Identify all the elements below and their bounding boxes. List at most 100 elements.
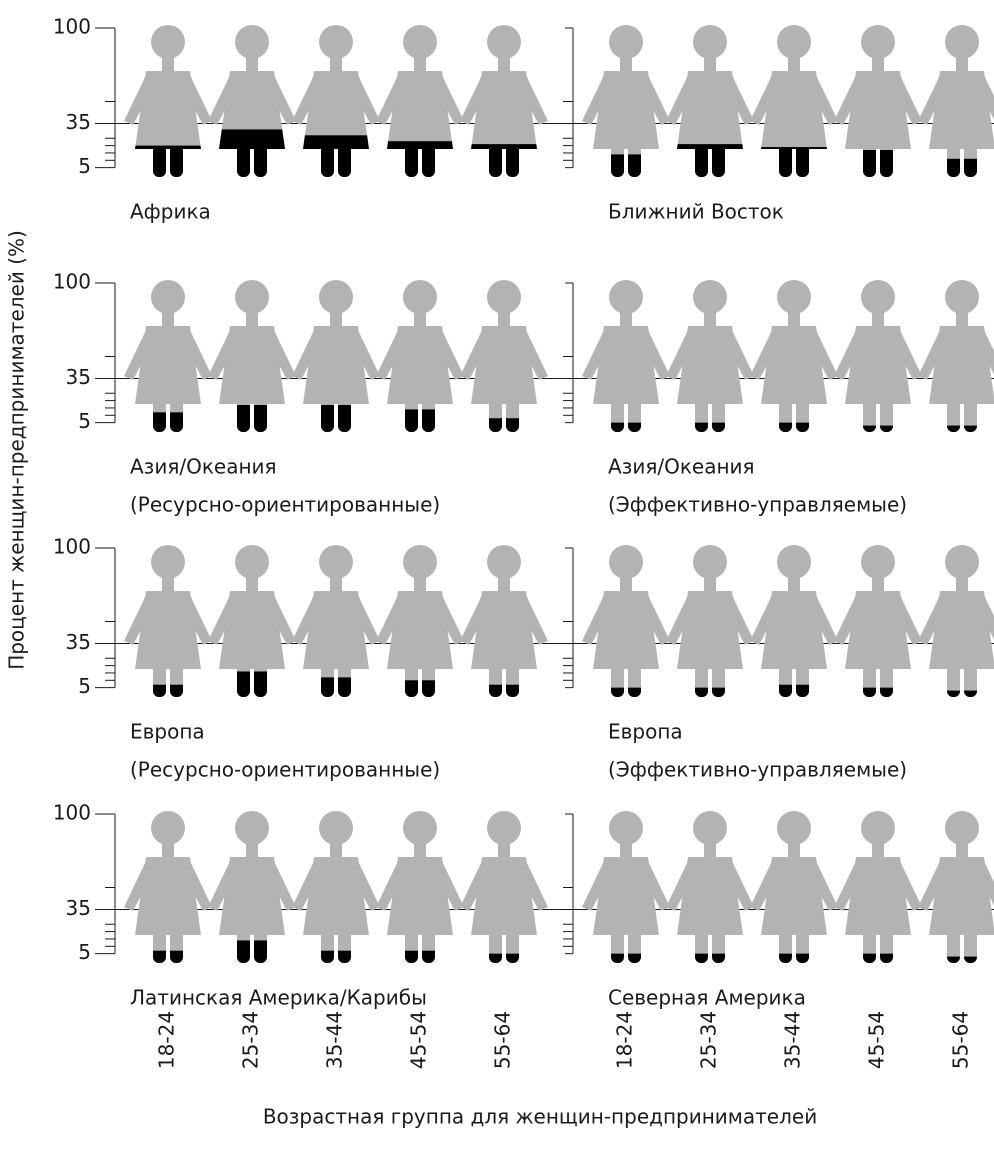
figure-fill [750,684,838,697]
figure-part [498,57,510,75]
figure [292,545,380,697]
figure-part [978,857,994,906]
figure-part [436,591,464,645]
figure-fill [750,953,838,963]
figure-part [414,577,426,595]
figure-part [810,591,838,645]
figure-fill [124,950,212,963]
panel-title: Европа [130,720,205,744]
figure-part [956,843,968,861]
figure-part [845,591,911,669]
figure-part [956,312,968,330]
figure-part [861,25,895,59]
figure [582,811,670,963]
figure [292,811,380,963]
figure [582,25,670,177]
figure-part [520,71,548,125]
panel-title: Азия/Океания [130,455,277,479]
figure-part [219,326,285,404]
figure-part [726,857,754,911]
figure-part [268,857,296,911]
figure [460,25,548,177]
figure-fill [292,677,380,697]
figure-fill [750,147,838,177]
panel-title: Северная Америка [608,986,806,1010]
figure-fill [834,953,922,963]
figure-part [620,577,632,595]
figure [460,811,548,963]
figure-part [788,577,800,595]
figure-part [861,811,895,845]
figure [750,811,838,963]
figure-part [620,312,632,330]
figure-part [403,25,437,59]
figure-part [184,71,212,125]
figure-part [894,326,922,380]
figure-part [880,398,893,432]
figure-part [872,312,884,330]
figure-part [208,591,236,645]
figure [834,280,922,432]
figure-part [319,545,353,579]
y-tick-label: 100 [53,270,91,294]
figure-part [834,857,862,911]
figure-part [387,326,453,404]
figure-part [246,843,258,861]
figure-part [246,312,258,330]
figure-part [219,857,285,935]
figure-part [487,811,521,845]
x-tick-label: 35-44 [781,1011,805,1069]
figure-part [352,326,380,380]
y-axis-title: Процент женщин-предпринимателей (%) [5,230,29,670]
panel-title: (Эффективно-управляемые) [608,758,907,782]
panel-title: (Эффективно-управляемые) [608,493,907,517]
figure [208,280,296,432]
figure-part [642,591,670,645]
figure-part [845,857,911,935]
figure-part [330,312,342,330]
figure-part [246,577,258,595]
figure-part [918,71,946,125]
figure-fill [582,953,670,963]
figure-part [918,591,946,645]
figure-part [894,71,922,125]
figure-part [726,71,754,125]
figure-fill [918,690,994,697]
figure [208,25,296,177]
figure-part [268,326,296,380]
figure-part [436,71,464,125]
figure-part [956,577,968,595]
panel-title: Азия/Океания [608,455,755,479]
figure-part [788,57,800,75]
figure [208,545,296,697]
panel-title: (Ресурсно-ориентированные) [130,758,440,782]
y-tick-label: 35 [66,630,91,654]
figure-part [292,326,320,380]
x-tick-label: 25-34 [239,1011,263,1069]
figure-part [162,312,174,330]
figure-part [162,57,174,75]
figure-part [246,57,258,75]
figure-part [620,57,632,75]
figure-part [498,843,510,861]
figure-part [693,280,727,314]
figure-part [387,857,453,935]
figure-part [498,312,510,330]
figure-part [471,591,537,669]
panel-title: Африка [130,200,211,224]
figure [666,280,754,432]
figure-part [135,857,201,935]
figure [460,280,548,432]
figure-part [978,71,994,120]
figure-part [704,312,716,330]
figure-part [460,591,488,645]
figure-fill [834,150,922,177]
figure-part [582,591,610,645]
figure-part [834,71,862,125]
figure-part [750,591,778,645]
figure-part [894,591,922,645]
figure-part [319,25,353,59]
figure-part [487,25,521,59]
figure-part [582,857,610,911]
figure-part [693,811,727,845]
